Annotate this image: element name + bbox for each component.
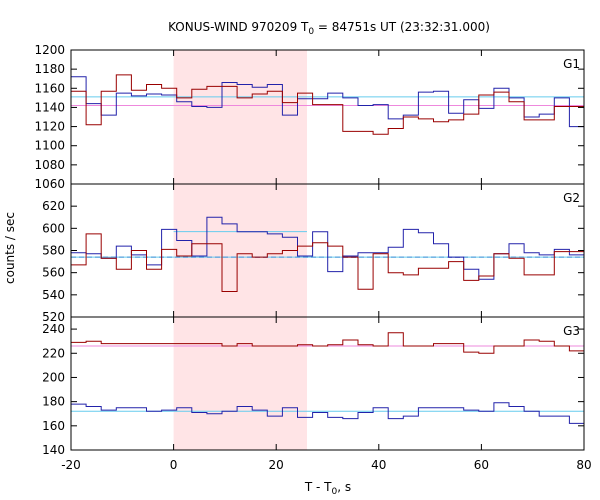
- chart-title-rest: = 84751s UT (23:32:31.000): [314, 20, 490, 34]
- panel-g3: 140 160 180 200 220 240 G3: [42, 316, 585, 457]
- y-tick-label: 1140: [34, 100, 65, 114]
- x-tick-label: 60: [474, 458, 489, 472]
- y-tick-label: 1120: [34, 120, 65, 134]
- panel-label-g2: G2: [563, 191, 580, 205]
- x-axis-label-main: T - T: [304, 480, 332, 494]
- y-tick-label: 140: [42, 443, 65, 457]
- series-red-step: [71, 233, 584, 292]
- panels-layer: 1060 1080 1100 1120 1140 1160 1180 1200 G1 520 540…: [34, 43, 591, 472]
- panel-label-g1: G1: [563, 57, 580, 71]
- series-blue-step: [71, 402, 584, 424]
- y-tick-label: 240: [42, 322, 65, 336]
- y-tick-label: 560: [42, 266, 65, 280]
- series-blue-step: [71, 76, 584, 128]
- x-axis-label-rest: , s: [337, 480, 351, 494]
- chart-title-subscript: 0: [308, 27, 314, 37]
- y-tick-label: 620: [42, 199, 65, 213]
- x-tick-label: 40: [371, 458, 386, 472]
- y-tick-label: 1160: [34, 81, 65, 95]
- panel-g1: 1060 1080 1100 1120 1140 1160 1180 1200 G1: [34, 43, 585, 191]
- y-tick-label: 1100: [34, 139, 65, 153]
- y-tick-label: 580: [42, 244, 65, 258]
- x-tick-label: -20: [61, 458, 81, 472]
- y-tick-label: 1180: [34, 62, 65, 76]
- panel-label-g3: G3: [563, 324, 580, 338]
- y-axis-label: counts / sec: [3, 212, 17, 284]
- x-axis-label-subscript: 0: [332, 487, 338, 497]
- y-tick-label: 1080: [34, 158, 65, 172]
- y-tick-label: 1060: [34, 177, 65, 191]
- y-tick-label: 220: [42, 346, 65, 360]
- y-tick-label: 1200: [34, 43, 65, 57]
- chart-title-main: KONUS-WIND 970209 T: [168, 20, 309, 34]
- y-tick-label: 600: [42, 221, 65, 235]
- x-tick-label: 0: [170, 458, 178, 472]
- y-tick-label: 540: [42, 288, 65, 302]
- x-tick-label: 80: [576, 458, 591, 472]
- series-red-step: [71, 74, 584, 135]
- y-tick-label: 180: [42, 395, 65, 409]
- x-axis-label: T - T0, s: [304, 480, 351, 497]
- x-tick-label: 20: [269, 458, 284, 472]
- y-tick-label: 160: [42, 419, 65, 433]
- burst-interval-shade: [173, 50, 307, 184]
- panel-g2: 520 540 560 580 600 620 G2: [42, 183, 585, 324]
- burst-interval-shade: [173, 317, 307, 450]
- panel-frame: [70, 49, 585, 185]
- chart-title: KONUS-WIND 970209 T0 = 84751s UT (23:32:…: [168, 20, 490, 37]
- panel-frame: [70, 316, 585, 451]
- series-red-step: [71, 332, 584, 354]
- y-tick-label: 200: [42, 370, 65, 384]
- series-blue-step: [71, 216, 584, 280]
- y-tick-label: 520: [42, 310, 65, 324]
